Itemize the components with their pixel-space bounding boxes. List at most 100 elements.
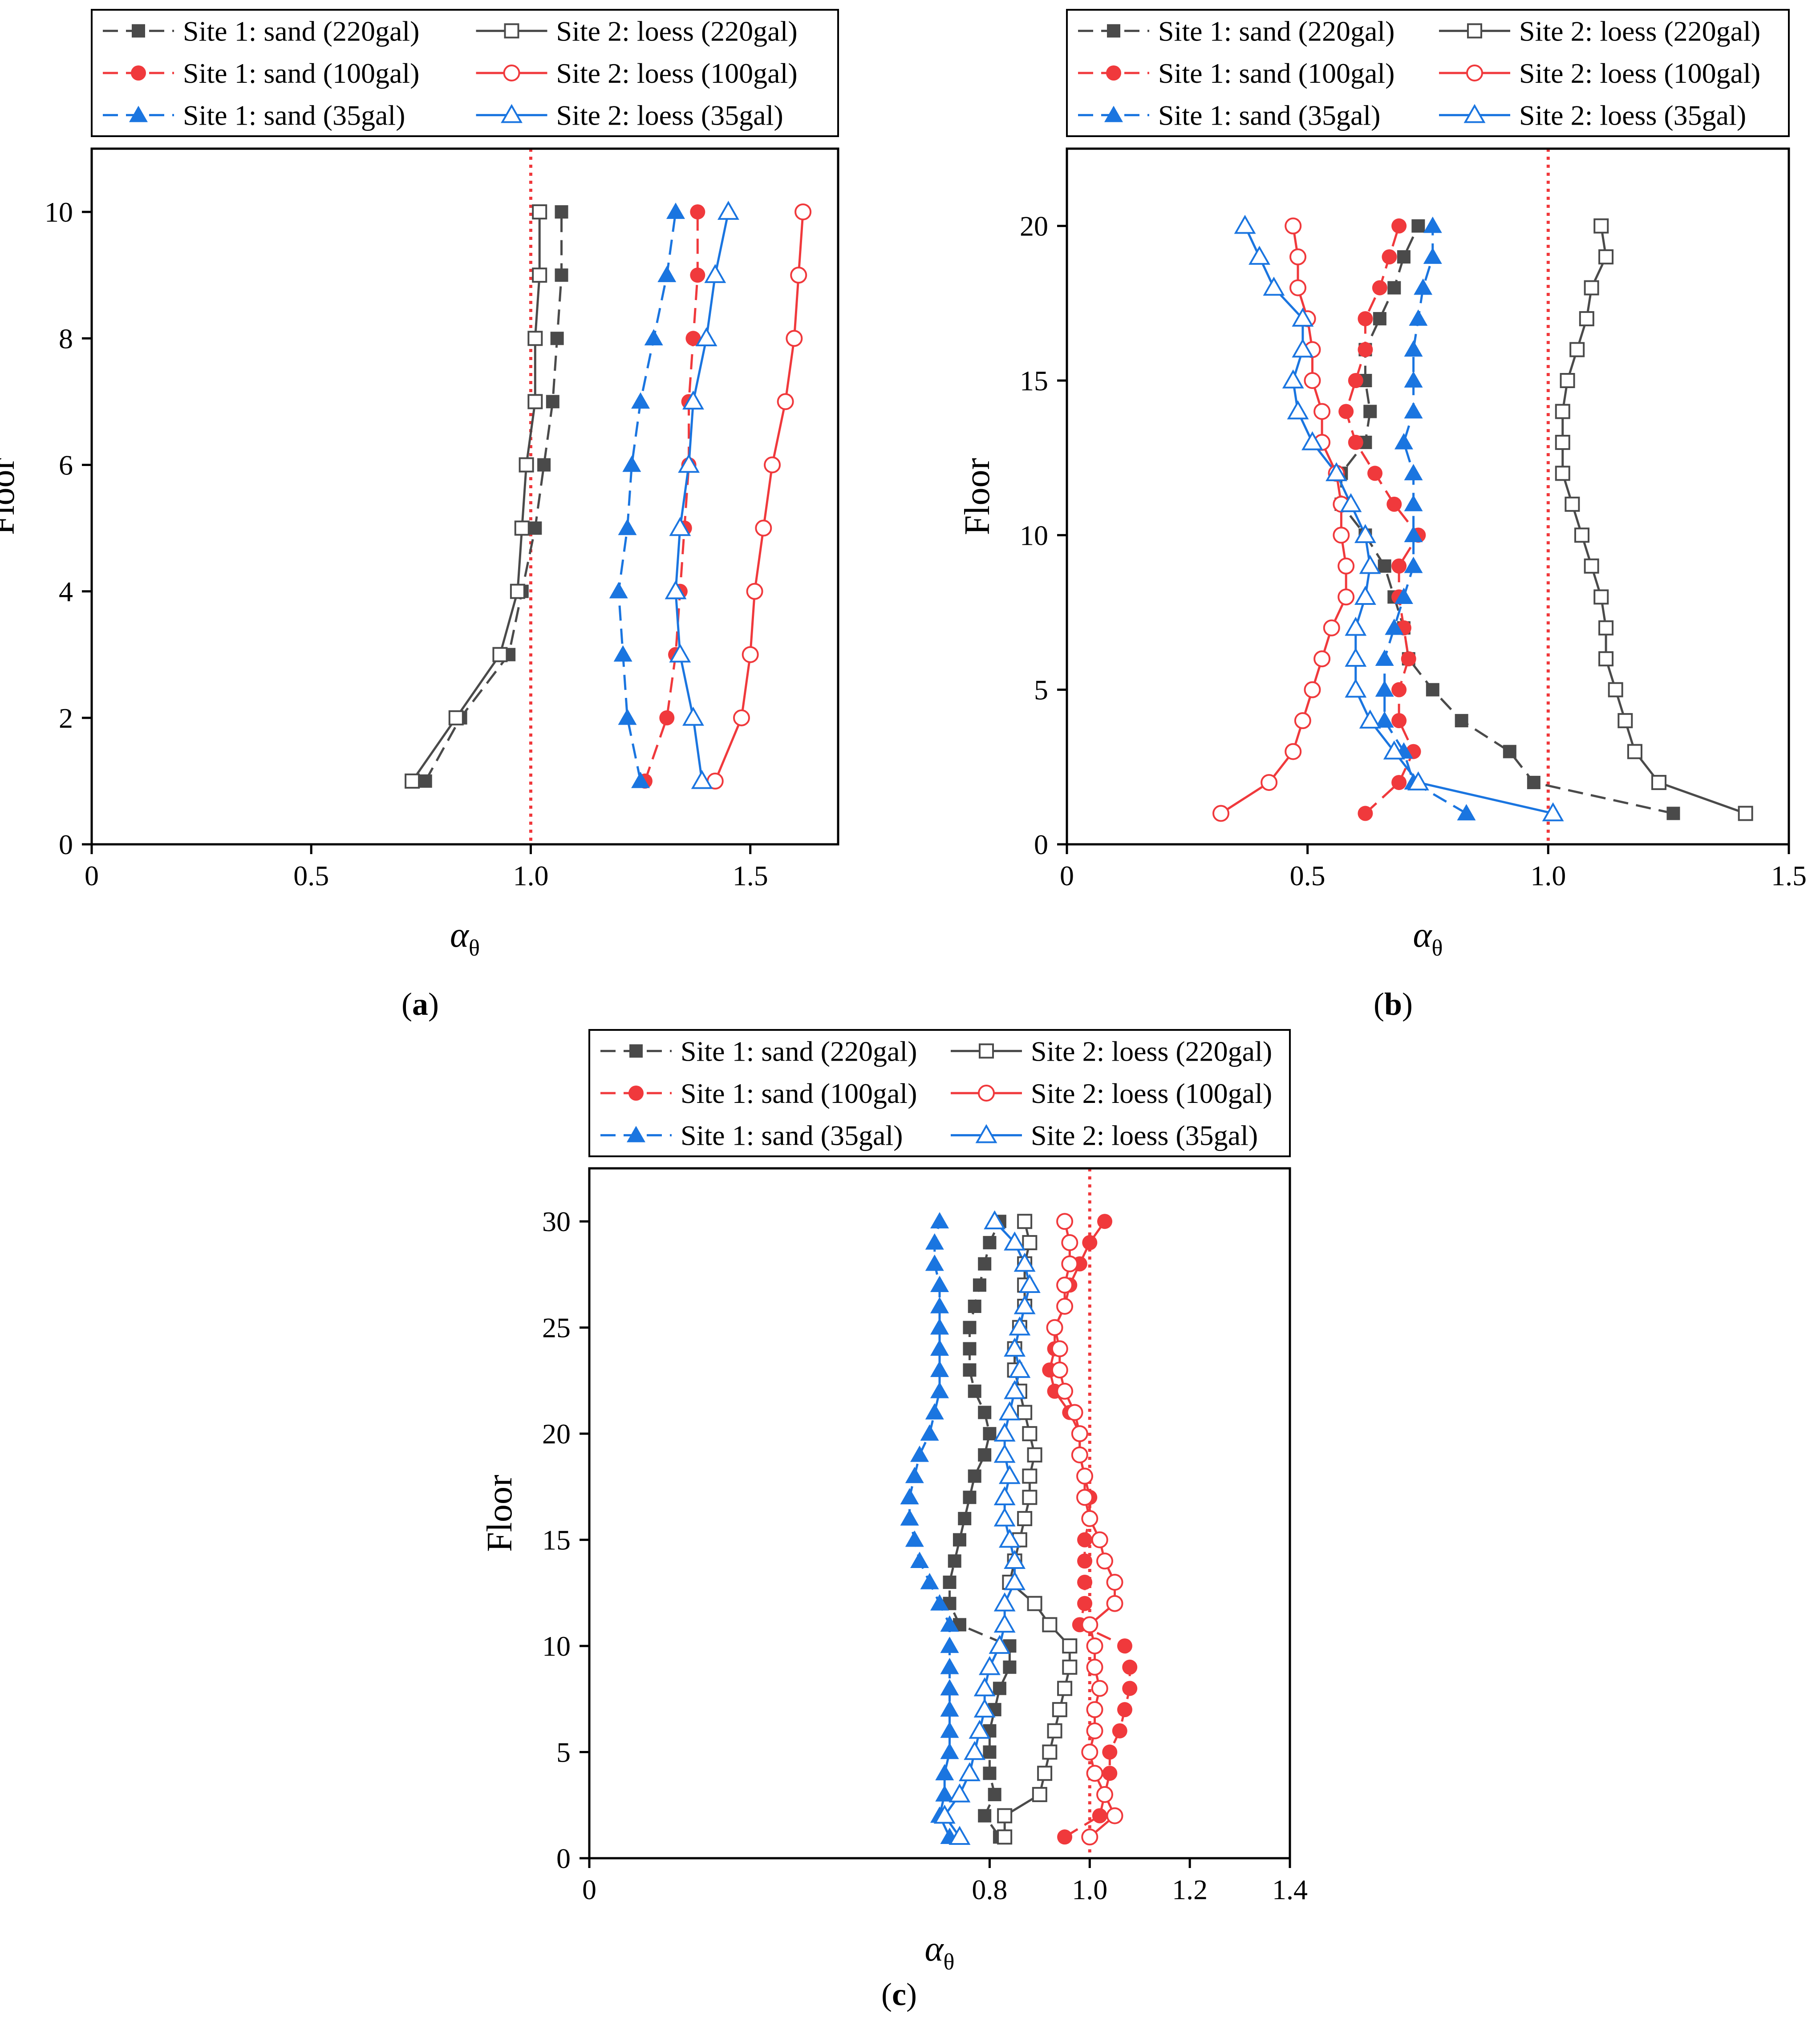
panel-b-series-4-point-4 — [1375, 680, 1394, 697]
panel-c-xtick-label: 0.8 — [972, 1874, 1007, 1905]
panel-c-series-5-point-20 — [998, 1401, 1021, 1421]
panel-c-series-5-point-6 — [973, 1698, 996, 1718]
panel-a-series-1-point-1 — [448, 710, 464, 725]
panel-b-series-3-point-13 — [1313, 403, 1331, 420]
panel-c-series-3-point-8 — [1086, 1658, 1103, 1676]
panel-c-series-0-point-3 — [983, 1767, 997, 1780]
panel-a-label-close: ) — [428, 986, 439, 1022]
panel-c-series-5-point-9 — [989, 1635, 1011, 1654]
panel-c-series-1-point-17 — [1022, 1468, 1038, 1484]
panel-b-legend-item-3: Site 2: loess (100gal) — [1439, 57, 1760, 89]
panel-a-series-1-point-0 — [405, 773, 420, 789]
panel-c-series-5-point-22 — [1009, 1359, 1031, 1378]
panel-b-series-1-point-18 — [1598, 249, 1614, 265]
panel-b-series-2-point-16 — [1358, 311, 1373, 327]
panel-c-ytick-label: 25 — [542, 1312, 571, 1344]
panel-c-series-1-point-2 — [1032, 1787, 1047, 1802]
panel-a-series-2-point-9 — [690, 204, 705, 220]
panel-a-xaxis-label-symbol: α — [450, 916, 470, 955]
panel-c-legend: Site 1: sand (220gal) Site 2: loess (220g… — [588, 1029, 1291, 1157]
panel-c-legend-label: Site 1: sand (100gal) — [681, 1078, 917, 1109]
panel-c-series-2-point-3 — [1102, 1766, 1118, 1781]
panel-a-series-4-line — [617, 211, 677, 782]
panel-c-series-5-point-4 — [964, 1741, 986, 1760]
panel-b-series-4-point-10 — [1404, 494, 1423, 511]
panel-c-series-4-point-23 — [930, 1339, 949, 1356]
panel-c-series-0-point-17 — [968, 1469, 981, 1483]
panel-b-series-5-point-18 — [1248, 246, 1270, 265]
panel-b-series-3-point-17 — [1289, 279, 1307, 296]
panel-b-series-3-point-2 — [1285, 743, 1302, 760]
panel-c-series-2-point-9 — [1117, 1638, 1132, 1654]
panel-a-legend-swatch-marker — [503, 65, 520, 81]
panel-c-series-5-point-16 — [993, 1486, 1016, 1505]
panel-a-series-3-point-8 — [790, 267, 807, 284]
panel-c-xaxis-label-subscript: θ — [944, 1949, 955, 1975]
panel-c-series-3-point-18 — [1071, 1446, 1088, 1463]
panel-b-series-1-point-17 — [1584, 280, 1599, 296]
panel-b-series-4-markers — [1375, 216, 1476, 821]
panel-c-series-5-point-29 — [984, 1210, 1006, 1229]
panel-b-series-1-point-12 — [1555, 434, 1570, 450]
panel-c-series-5-point-14 — [998, 1528, 1021, 1548]
panel-c-series-4-point-24 — [930, 1318, 949, 1335]
panel-c-series-5-point-26 — [1018, 1274, 1041, 1293]
panel-c-series-2-point-5 — [1112, 1723, 1127, 1738]
panel-c-series-5-point-13 — [1004, 1550, 1026, 1569]
panel-b-legend-item-4: Site 1: sand (35gal) — [1078, 100, 1380, 131]
panel-c-series-2-point-13 — [1077, 1553, 1093, 1569]
panel-a-legend-item-4: Site 1: sand (35gal) — [103, 100, 405, 131]
panel-a-series-5-point-6 — [682, 390, 704, 410]
panel-c-label-letter: c — [892, 1977, 906, 2012]
panel-b-ytick-label: 20 — [1020, 211, 1048, 242]
panel-b-series-5-point-13 — [1287, 400, 1309, 420]
panel-a-series-4-point-0 — [631, 771, 650, 788]
panel-b-series-2-point-19 — [1391, 218, 1407, 234]
panel-b-series-1-markers — [1555, 218, 1753, 821]
panel-b-series-4-point-5 — [1375, 649, 1394, 666]
panel-c-series-5-point-23 — [1004, 1337, 1026, 1357]
panel-a-series-4-point-1 — [618, 708, 637, 725]
panel-c-series-1-point-16 — [1022, 1490, 1038, 1505]
panel-c-series-4-point-22 — [930, 1361, 949, 1377]
panel-a-xaxis-label-subscript: θ — [469, 936, 480, 961]
panel-a-series-4-point-8 — [657, 266, 677, 282]
panel-c-series-3-point-28 — [1061, 1234, 1078, 1251]
panel-a-series-4-markers — [609, 203, 685, 788]
panel-c-series-4-point-10 — [940, 1615, 959, 1632]
panel-a-series-4-point-5 — [622, 455, 641, 472]
panel-c-series-3-point-10 — [1081, 1616, 1098, 1633]
panel-b-axes-frame — [1066, 147, 1790, 846]
panel-b-series-4-point-19 — [1423, 216, 1442, 233]
panel-b-series-1-point-10 — [1565, 496, 1580, 512]
panel-c-series-3-point-23 — [1051, 1340, 1068, 1357]
panel-c-series-0-markers — [943, 1215, 1017, 1844]
panel-a-label-letter: a — [412, 986, 428, 1022]
panel-b-xtick-label: 1.5 — [1771, 860, 1807, 891]
panel-b-series-1-point-14 — [1560, 373, 1575, 388]
panel-b-series-4-point-15 — [1404, 340, 1423, 357]
panel-a-legend-label: Site 1: sand (100gal) — [183, 57, 419, 89]
panel-b-series-4-point-11 — [1404, 464, 1423, 481]
panel-b-series-3-point-18 — [1289, 248, 1307, 266]
panel-b-series-4-point-8 — [1404, 556, 1423, 573]
panel-c-series-0-point-20 — [978, 1406, 992, 1419]
panel-c-series-5-point-10 — [993, 1613, 1016, 1633]
panel-c-series-3-point-21 — [1056, 1382, 1074, 1400]
panel-c-series-4-point-12 — [920, 1573, 939, 1589]
panel-c-series-4-point-27 — [925, 1254, 944, 1271]
panel-a-label-open: ( — [401, 986, 412, 1022]
panel-b-series-1-point-5 — [1598, 651, 1614, 667]
panel-c-axes-frame — [588, 1167, 1291, 1860]
panel-a-series-2-point-7 — [685, 331, 701, 346]
panel-a-series-4-point-6 — [631, 392, 650, 409]
panel-c-series-5-point-19 — [993, 1422, 1016, 1442]
panel-a-ytick-label: 6 — [59, 449, 73, 481]
panel-a-series-5-point-7 — [695, 327, 717, 347]
panel-c-series-2-point-12 — [1077, 1575, 1093, 1590]
panel-c-series-4-point-21 — [930, 1382, 949, 1398]
panel-c-legend-item-2: Site 1: sand (100gal) — [600, 1078, 917, 1109]
panel-b-legend-label: Site 1: sand (220gal) — [1158, 15, 1394, 47]
panel-b-xtick-label: 0.5 — [1290, 860, 1325, 891]
panel-c-series-4-point-18 — [910, 1445, 929, 1462]
